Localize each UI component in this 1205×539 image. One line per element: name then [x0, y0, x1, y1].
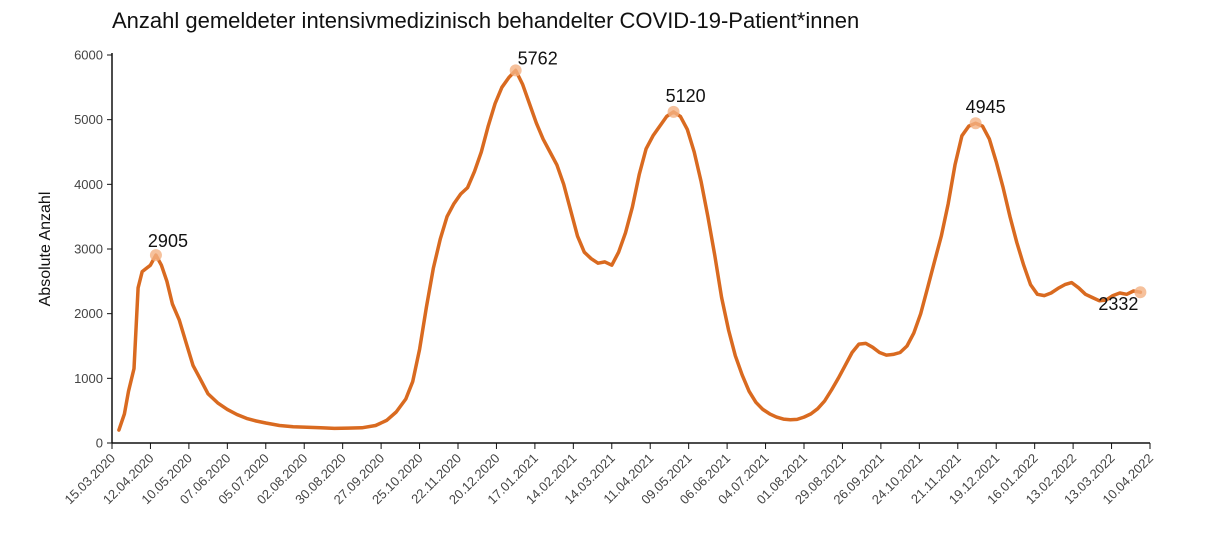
peak-marker	[509, 64, 522, 77]
peak-label: 2905	[148, 231, 188, 251]
peak-label: 4945	[966, 97, 1006, 117]
peak-marker	[1134, 286, 1147, 299]
peak-marker	[149, 249, 162, 262]
peak-marker	[667, 105, 680, 118]
y-tick-label: 5000	[74, 112, 103, 127]
y-tick-label: 2000	[74, 306, 103, 321]
peak-label: 5762	[518, 48, 558, 68]
y-tick-label: 6000	[74, 48, 103, 63]
y-tick-label: 1000	[74, 371, 103, 386]
y-axis-label: Absolute Anzahl	[37, 192, 54, 307]
annotation-layer: 2905 5762 5120 4945 2332	[148, 48, 1147, 314]
peak-marker	[969, 117, 982, 130]
series-layer	[117, 68, 1143, 432]
peak-label: 2332	[1098, 294, 1138, 314]
peak-label: 5120	[666, 86, 706, 106]
y-tick-label: 4000	[74, 177, 103, 192]
chart-title: Anzahl gemeldeter intensivmedizinisch be…	[112, 8, 860, 33]
series-line	[117, 68, 1143, 432]
y-tick-label: 3000	[74, 242, 103, 257]
y-tick-label: 0	[96, 436, 103, 451]
